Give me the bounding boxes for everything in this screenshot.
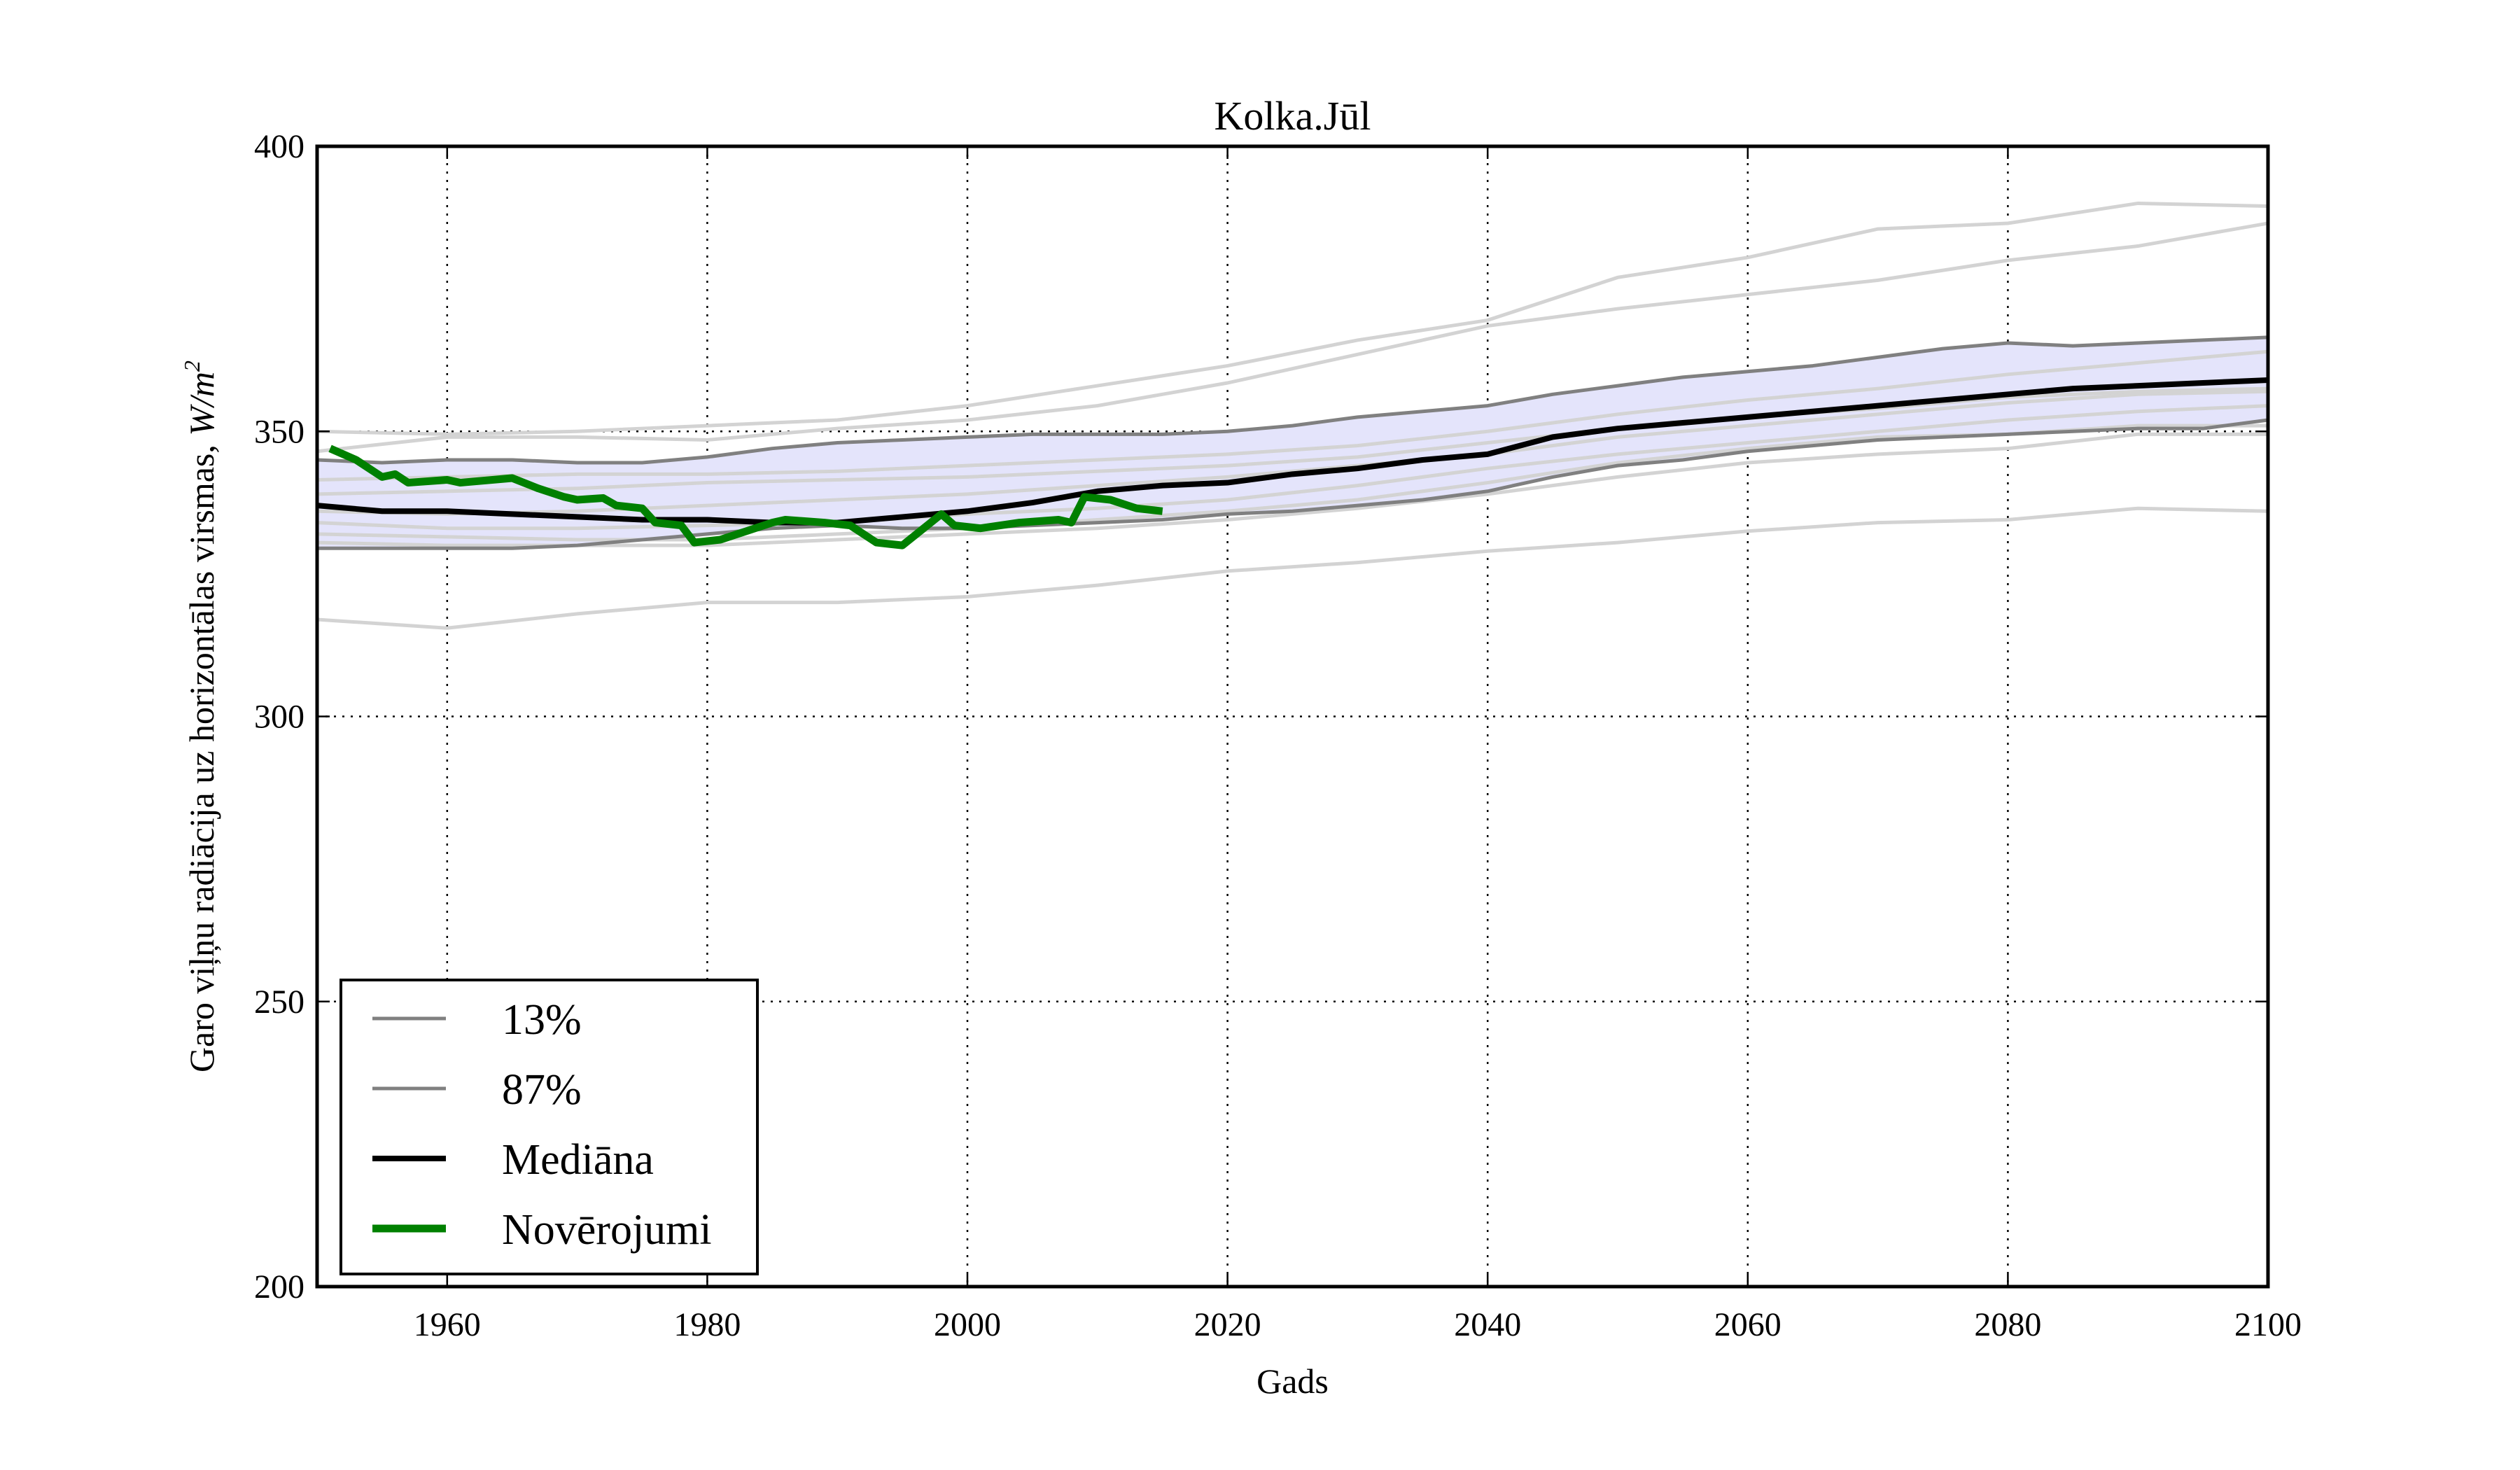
ensemble-member-line-4: [316, 386, 2269, 496]
x-tick-label: 2020: [1194, 1306, 1261, 1343]
y-tick-label: 400: [254, 128, 304, 165]
ensemble-member-line-3: [316, 349, 2269, 482]
y-axis-label-sup: 2: [179, 360, 204, 372]
x-tick-label: 2040: [1454, 1306, 1521, 1343]
ensemble-member-line-0: [316, 201, 2269, 436]
y-tick-label: 250: [254, 983, 304, 1021]
y-tick-label: 200: [254, 1268, 304, 1306]
x-axis-ticks: 1960 1980 2000 2020 2040 2060 2080 2100: [414, 146, 2302, 1343]
y-axis-label-unit: W/m: [182, 372, 221, 436]
x-axis-label: Gads: [1256, 1362, 1329, 1401]
percentile-band: [317, 337, 2268, 549]
y-tick-label: 300: [254, 699, 304, 736]
y-axis-ticks: 200 250 300 350 400: [254, 128, 2268, 1306]
legend-label-median: Mediāna: [502, 1136, 654, 1184]
legend-label-obs: Novērojumi: [502, 1206, 712, 1254]
series-lines: [316, 335, 2269, 550]
y-axis-label-main: Garo viļņu radiācija uz horizontālas vir…: [182, 436, 221, 1072]
x-tick-label: 2100: [2234, 1306, 2302, 1343]
y-tick-label: 350: [254, 413, 304, 450]
x-tick-label: 1980: [673, 1306, 741, 1343]
legend: 13% 87% Mediāna Novērojumi: [340, 979, 759, 1275]
ensemble-member-line-2: [316, 506, 2269, 630]
y-axis-label: Garo viļņu radiācija uz horizontālas vir…: [179, 360, 221, 1072]
legend-label-p13: 13%: [502, 996, 582, 1044]
ensemble-member-line-5: [316, 404, 2269, 531]
x-tick-label: 1960: [414, 1306, 481, 1343]
x-tick-label: 2080: [1974, 1306, 2041, 1343]
x-tick-label: 2000: [934, 1306, 1001, 1343]
band-fill: [317, 337, 2268, 549]
chart-title: Kolka.Jūl: [1214, 93, 1371, 139]
ensemble-member-line-1: [316, 221, 2269, 454]
ensemble-member-line-7: [316, 432, 2268, 547]
legend-label-p87: 87%: [502, 1066, 582, 1114]
x-tick-label: 2060: [1714, 1306, 1782, 1343]
